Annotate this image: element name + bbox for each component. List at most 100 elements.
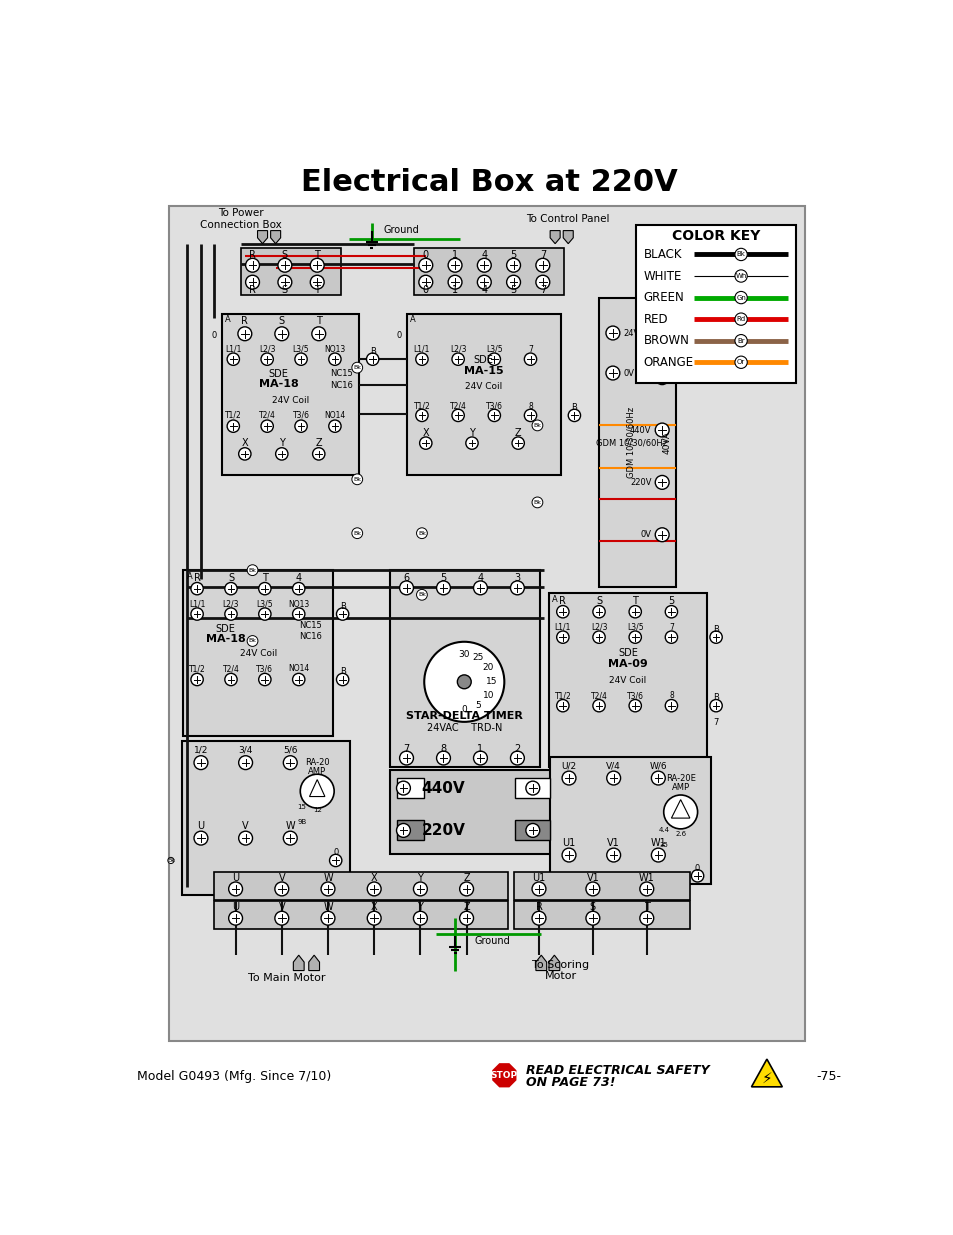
Text: 7: 7 xyxy=(528,345,533,353)
Text: NC16: NC16 xyxy=(330,380,353,390)
Text: 24V Coil: 24V Coil xyxy=(609,676,646,684)
Text: Br: Br xyxy=(737,337,744,343)
Text: NC16: NC16 xyxy=(298,632,321,641)
Text: L3/5: L3/5 xyxy=(256,599,273,609)
Text: To Power
Connection Box: To Power Connection Box xyxy=(200,209,281,230)
Circle shape xyxy=(664,699,677,711)
Text: Or: Or xyxy=(737,359,744,366)
Bar xyxy=(515,820,549,841)
Circle shape xyxy=(734,335,746,347)
Circle shape xyxy=(399,751,413,764)
Circle shape xyxy=(639,911,653,925)
Text: 0: 0 xyxy=(422,251,429,261)
Text: Z: Z xyxy=(515,429,521,438)
Circle shape xyxy=(247,564,257,576)
Circle shape xyxy=(193,756,208,769)
Text: T1/2: T1/2 xyxy=(225,411,241,420)
Text: 0: 0 xyxy=(333,848,338,857)
Text: R: R xyxy=(558,597,566,606)
Circle shape xyxy=(274,327,289,341)
Text: NO14: NO14 xyxy=(288,664,309,673)
Circle shape xyxy=(310,258,324,272)
Circle shape xyxy=(352,527,362,538)
Text: WHITE: WHITE xyxy=(643,269,681,283)
Circle shape xyxy=(352,474,362,484)
Text: V1: V1 xyxy=(607,837,619,847)
Text: A: A xyxy=(187,572,193,580)
Text: Z: Z xyxy=(463,873,470,883)
Circle shape xyxy=(459,882,473,895)
Polygon shape xyxy=(751,1060,781,1087)
Text: Bk: Bk xyxy=(249,638,256,643)
Text: X: X xyxy=(371,873,377,883)
Polygon shape xyxy=(309,779,325,797)
Text: V: V xyxy=(242,821,249,831)
Circle shape xyxy=(525,782,539,795)
Circle shape xyxy=(557,699,568,711)
Text: 0: 0 xyxy=(694,863,700,873)
Text: L2/3: L2/3 xyxy=(222,599,239,609)
Circle shape xyxy=(628,605,640,618)
Circle shape xyxy=(557,631,568,643)
Circle shape xyxy=(512,437,524,450)
Circle shape xyxy=(193,831,208,845)
Text: U/2: U/2 xyxy=(561,761,576,771)
Text: Bk: Bk xyxy=(353,477,361,482)
Circle shape xyxy=(168,857,173,863)
Text: B: B xyxy=(339,667,345,677)
Circle shape xyxy=(734,356,746,368)
Text: SDE: SDE xyxy=(473,354,493,366)
Text: 15: 15 xyxy=(297,804,306,810)
Circle shape xyxy=(734,312,746,325)
Text: V: V xyxy=(278,873,285,883)
Text: GDM 10/30/60Hz: GDM 10/30/60Hz xyxy=(596,438,666,447)
Bar xyxy=(598,299,676,587)
Text: Gn: Gn xyxy=(736,295,745,300)
Text: W1: W1 xyxy=(639,873,654,883)
Polygon shape xyxy=(293,955,304,971)
Circle shape xyxy=(283,831,297,845)
Text: AMP: AMP xyxy=(671,783,689,792)
Text: R: R xyxy=(535,903,542,913)
Text: 24V: 24V xyxy=(635,321,651,330)
Circle shape xyxy=(592,699,604,711)
Text: B: B xyxy=(339,601,345,611)
Text: X: X xyxy=(371,903,377,913)
Text: Y: Y xyxy=(417,873,423,883)
Circle shape xyxy=(413,882,427,895)
Circle shape xyxy=(416,527,427,538)
Text: 5: 5 xyxy=(510,251,517,261)
Text: Electrical Box at 220V: Electrical Box at 220V xyxy=(300,168,677,198)
Text: 15: 15 xyxy=(486,677,497,687)
Text: To Control Panel: To Control Panel xyxy=(526,214,609,224)
Circle shape xyxy=(367,911,381,925)
Circle shape xyxy=(456,674,471,689)
Bar xyxy=(389,571,539,767)
Circle shape xyxy=(229,911,242,925)
Polygon shape xyxy=(271,231,280,243)
Circle shape xyxy=(605,366,619,380)
Text: 1: 1 xyxy=(452,285,457,295)
Circle shape xyxy=(655,424,668,437)
Text: 0V: 0V xyxy=(639,530,651,540)
Text: 20: 20 xyxy=(482,663,494,672)
Text: MA-09: MA-09 xyxy=(607,659,647,669)
Bar xyxy=(549,757,711,883)
Text: T: T xyxy=(262,573,268,583)
Text: ORANGE: ORANGE xyxy=(643,356,693,369)
Text: 25: 25 xyxy=(472,653,483,662)
Bar xyxy=(414,248,564,294)
Circle shape xyxy=(229,882,242,895)
Text: Rd: Rd xyxy=(736,316,745,322)
Text: A: A xyxy=(552,595,558,604)
Circle shape xyxy=(532,496,542,508)
Circle shape xyxy=(524,409,537,421)
Text: X: X xyxy=(422,429,429,438)
Text: T2/4: T2/4 xyxy=(590,692,607,700)
Circle shape xyxy=(310,275,324,289)
Text: L1/1: L1/1 xyxy=(414,345,430,353)
Circle shape xyxy=(663,795,697,829)
Circle shape xyxy=(734,291,746,304)
Circle shape xyxy=(238,756,253,769)
Circle shape xyxy=(352,362,362,373)
